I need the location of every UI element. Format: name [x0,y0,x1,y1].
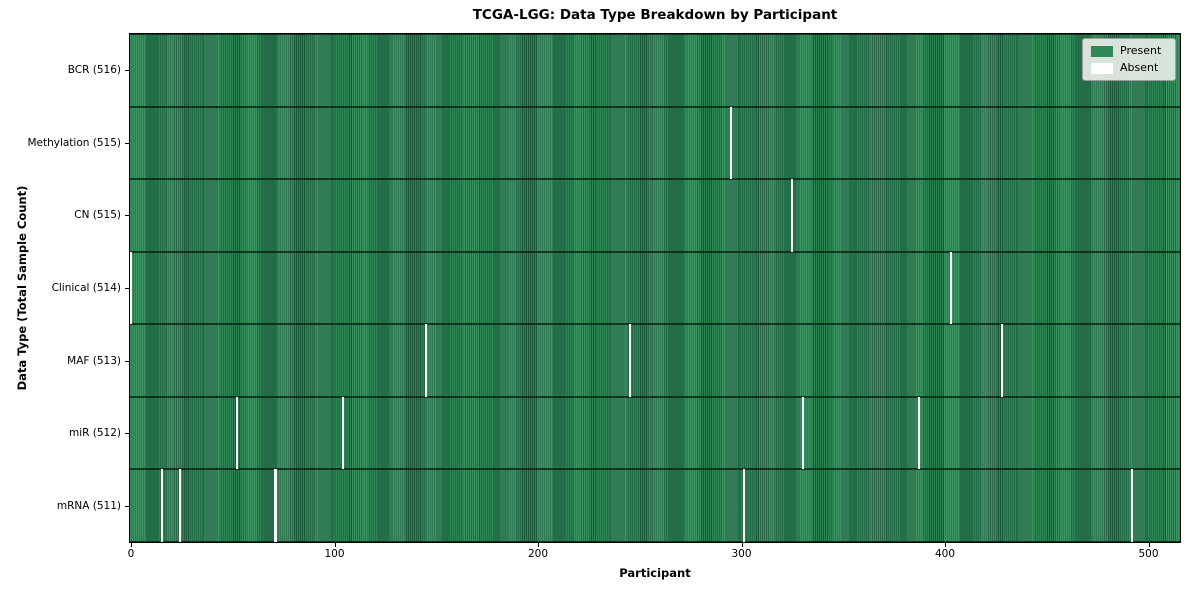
y-tick-label-maf: MAF (513) [67,354,121,367]
y-tick-label-bcr: BCR (516) [67,64,121,77]
x-tick [334,543,336,547]
absent-gap [178,469,181,542]
absent-gap [274,469,277,542]
x-tick-label: 100 [324,548,345,560]
absent-gap [1000,324,1003,397]
x-axis-label: Participant [619,566,691,580]
x-tick [945,543,946,547]
y-tick-label-methylation: Methylation (515) [27,136,121,149]
absent-gap [730,106,733,180]
x-tick [1148,543,1150,547]
absent-gap [341,396,344,470]
x-tick-label: 0 [127,548,135,560]
row-methylation [130,106,1180,180]
absent-gap [1131,469,1134,542]
absent-gap [742,469,745,542]
row-maf [130,324,1180,397]
row-cn [130,179,1180,252]
legend-label-present: Present [1120,44,1162,57]
y-tick-label-cn: CN (515) [74,209,121,222]
absent-swatch [1091,62,1113,74]
absent-gap [130,251,133,325]
row-bcr [130,34,1180,107]
y-tick [125,70,129,72]
legend-item-absent: Absent [1091,61,1167,75]
legend-item-present: Present [1091,44,1167,57]
y-tick [125,360,129,362]
row-mrna [130,469,1180,542]
absent-gap [235,396,238,470]
present-swatch [1091,45,1113,57]
y-tick [125,215,129,217]
x-tick-label: 500 [1138,548,1159,560]
x-tick [538,543,539,547]
legend-label-absent: Absent [1120,61,1159,75]
x-tick [741,543,743,547]
row-mir [130,396,1180,470]
absent-gap [425,324,428,397]
y-tick [125,142,129,144]
y-tick [125,433,129,435]
absent-gap [801,396,804,470]
x-tick-label: 200 [527,548,549,560]
absent-gap [917,396,920,470]
absent-gap [950,251,953,325]
plot-area [129,33,1181,543]
y-tick-label-clinical: Clinical (514) [51,281,121,294]
legend: Present Absent [1082,38,1176,82]
x-tick [131,543,132,547]
absent-gap [791,179,794,252]
y-tick-label-mrna: mRNA (511) [56,499,121,512]
x-tick-label: 300 [731,548,752,560]
y-tick-label-mir: miR (512) [68,426,121,439]
y-tick [125,288,129,289]
row-clinical [130,251,1180,325]
y-tick [125,505,129,507]
chart-title: TCGA-LGG: Data Type Breakdown by Partici… [472,7,838,23]
x-tick-label: 400 [934,548,956,560]
absent-gap [160,469,163,542]
absent-gap [628,324,631,397]
